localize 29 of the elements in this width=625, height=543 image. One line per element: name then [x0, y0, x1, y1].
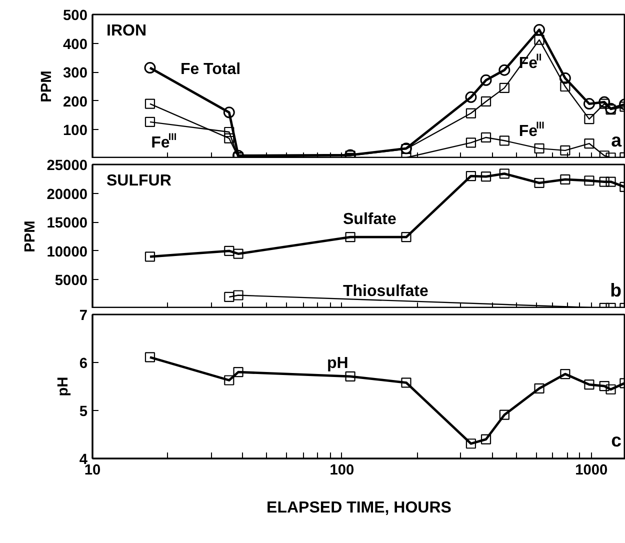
y-tick-label: 25000 [46, 158, 88, 174]
x-tick-label: 1000 [575, 462, 608, 478]
annotation: Thiosulfate [343, 282, 428, 300]
annotation: Sulfate [343, 210, 396, 228]
text: SULFUR [106, 172, 172, 190]
y-tick-label: 5 [79, 404, 88, 420]
annotation: Fe Total [180, 60, 241, 78]
y-axis-title: pH [55, 376, 72, 396]
y-tick-label: 500 [63, 8, 88, 24]
y-tick-label: 6 [79, 356, 88, 372]
y-tick-label: 7 [79, 308, 88, 324]
y-tick-label: 20000 [46, 186, 88, 203]
y-tick-label: 5000 [54, 273, 88, 290]
y-tick-label: 200 [63, 94, 88, 110]
y-axis-title: PPM [22, 220, 39, 252]
y-tick-label: 300 [63, 66, 88, 82]
y-tick-label: 100 [63, 123, 88, 140]
y-tick-label: 400 [63, 36, 88, 53]
text: IRON [106, 22, 146, 40]
annotation: c [611, 430, 622, 450]
annotation: pH [327, 355, 348, 372]
x-tick-label: 100 [330, 462, 354, 478]
y-tick-label: 10000 [46, 244, 88, 260]
y-axis-title: PPM [39, 70, 56, 102]
x-tick-label: 10 [84, 462, 101, 478]
y-tick-label: 15000 [46, 216, 88, 232]
annotation: a [611, 130, 622, 150]
annotation: b [610, 280, 622, 300]
x-axis-title: ELAPSED TIME, HOURS [266, 500, 452, 516]
